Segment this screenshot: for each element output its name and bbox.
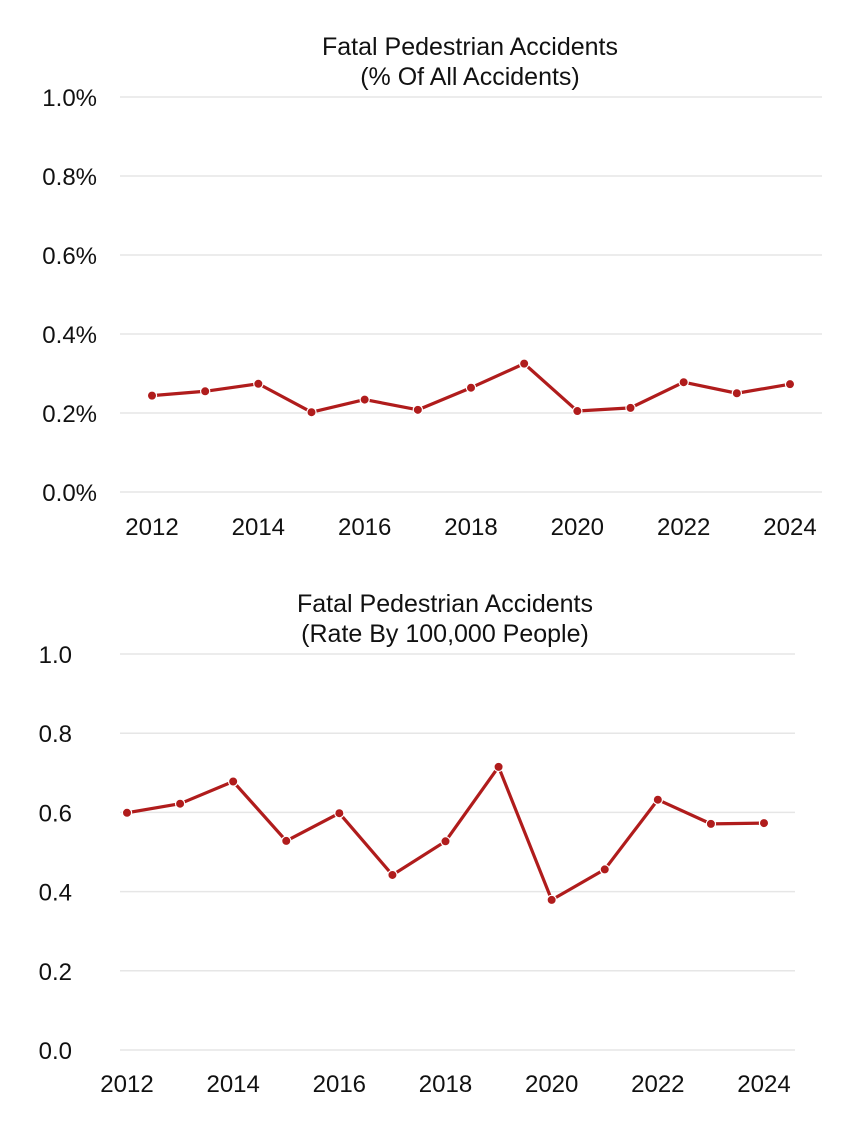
data-point xyxy=(678,376,689,388)
data-point xyxy=(440,836,451,847)
data-point xyxy=(387,869,398,881)
y-tick-label: 0.0% xyxy=(42,480,97,507)
data-point xyxy=(518,358,530,369)
x-tick-label: 2014 xyxy=(206,1071,259,1098)
y-tick-label: 0.0 xyxy=(39,1038,72,1065)
chart-panel-rate: Fatal Pedestrian Accidents (Rate By 100,… xyxy=(0,560,848,1128)
data-point xyxy=(199,386,211,397)
data-point xyxy=(599,864,610,875)
data-point xyxy=(784,378,796,390)
data-point xyxy=(412,404,424,416)
y-tick-label: 0.6 xyxy=(39,800,72,827)
x-tick-label: 2018 xyxy=(419,1071,472,1098)
x-tick-label: 2016 xyxy=(338,514,391,541)
data-point xyxy=(493,761,504,773)
data-point xyxy=(359,394,370,405)
line-chart-percent: Fatal Pedestrian Accidents (% Of All Acc… xyxy=(42,33,822,541)
data-point xyxy=(227,776,239,787)
data-point xyxy=(334,807,345,819)
data-point xyxy=(652,794,664,805)
data-point xyxy=(146,390,158,401)
data-point xyxy=(625,402,636,414)
chart-panel-percent: Fatal Pedestrian Accidents (% Of All Acc… xyxy=(0,0,848,560)
data-point xyxy=(306,407,317,418)
data-point xyxy=(731,388,743,399)
x-tick-label: 2022 xyxy=(631,1071,684,1098)
data-point xyxy=(758,817,770,829)
y-tick-label: 0.8% xyxy=(42,164,97,191)
data-point xyxy=(705,818,717,830)
chart-subtitle: (Rate By 100,000 People) xyxy=(301,620,589,648)
data-point xyxy=(546,894,557,906)
x-tick-label: 2012 xyxy=(125,514,178,541)
x-tick-label: 2012 xyxy=(100,1071,153,1098)
y-tick-label: 1.0% xyxy=(42,85,97,112)
chart-subtitle: (% Of All Accidents) xyxy=(360,63,580,91)
y-tick-label: 0.6% xyxy=(42,243,97,270)
y-tick-label: 0.4 xyxy=(39,880,72,907)
x-tick-label: 2024 xyxy=(763,514,816,541)
x-tick-label: 2018 xyxy=(444,514,497,541)
series-line xyxy=(125,765,766,902)
chart-title: Fatal Pedestrian Accidents xyxy=(322,33,618,61)
y-tick-label: 0.2% xyxy=(42,401,97,428)
data-point xyxy=(572,405,583,417)
x-tick-label: 2020 xyxy=(551,514,604,541)
y-tick-label: 1.0 xyxy=(39,642,72,669)
data-point xyxy=(121,807,133,818)
data-point xyxy=(465,382,477,393)
data-point xyxy=(174,798,186,809)
x-tick-label: 2014 xyxy=(232,514,285,541)
x-tick-label: 2016 xyxy=(313,1071,366,1098)
x-tick-label: 2022 xyxy=(657,514,710,541)
data-point xyxy=(253,378,264,389)
x-tick-label: 2020 xyxy=(525,1071,578,1098)
chart-title: Fatal Pedestrian Accidents xyxy=(297,590,593,618)
line-chart-rate: Fatal Pedestrian Accidents (Rate By 100,… xyxy=(39,590,795,1098)
y-tick-label: 0.4% xyxy=(42,322,97,349)
y-tick-label: 0.8 xyxy=(39,721,72,748)
x-tick-label: 2024 xyxy=(737,1071,790,1098)
data-point xyxy=(281,835,292,847)
y-tick-label: 0.2 xyxy=(39,959,72,986)
